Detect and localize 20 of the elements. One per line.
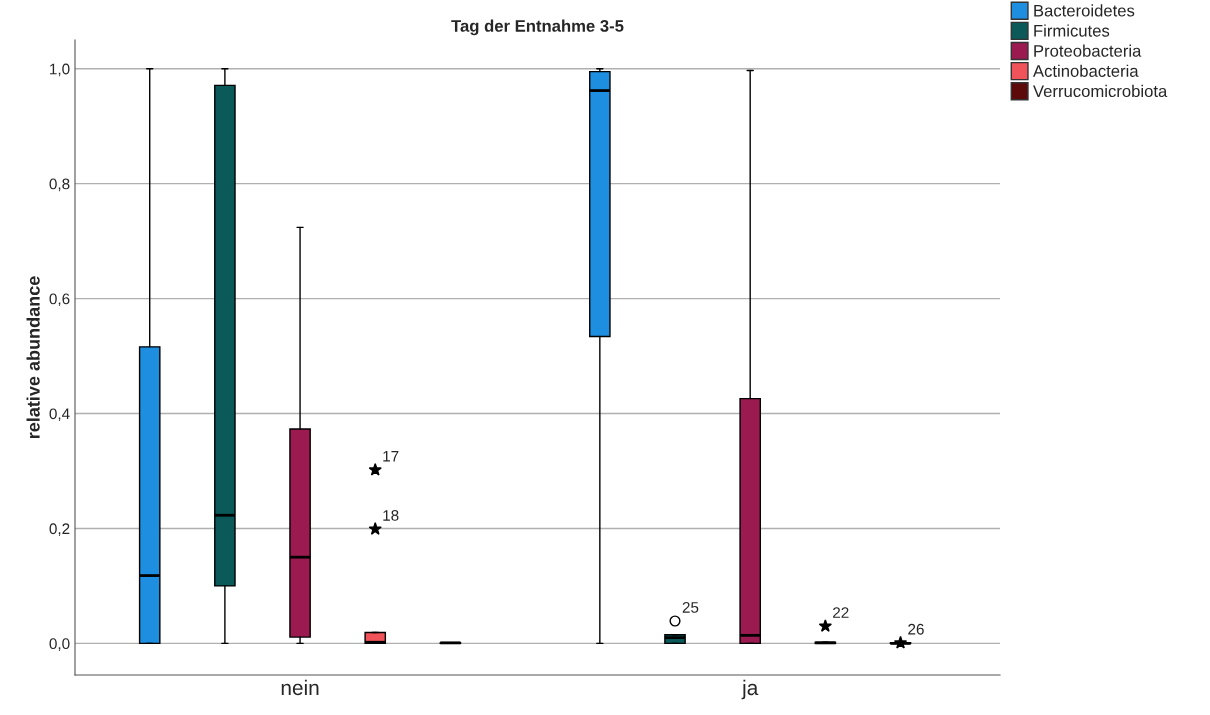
y-tick-label: 0,8 [49,178,70,192]
annotation: 18 [383,510,399,521]
y-tick-label: 0,0 [49,638,70,651]
x-tick-label: nein [281,679,319,696]
legend-label: Actinobacteria [1032,64,1139,77]
annotation: 26 [908,623,924,635]
y-tick-label: 1,0 [50,63,70,77]
annotation: 25 [682,601,699,613]
legend-label: Proteobacteria [1034,44,1142,57]
x-tick-label: ja [741,679,759,700]
y-tick-label: 0,6 [49,293,70,307]
y-axis-title: relative abundance [26,276,40,439]
chart-title: Tag der Entnahme 3-5 [451,19,624,36]
y-tick-label: 0,2 [49,523,70,536]
legend-label: Verrucomicrobiota [1033,84,1168,98]
y-tick-label: 0,4 [49,408,70,422]
annotation: 22 [833,607,849,618]
legend-label: Firmicutes [1034,24,1110,37]
annotation: 17 [383,451,399,462]
legend-label: Bacteroidetes [1034,4,1135,17]
